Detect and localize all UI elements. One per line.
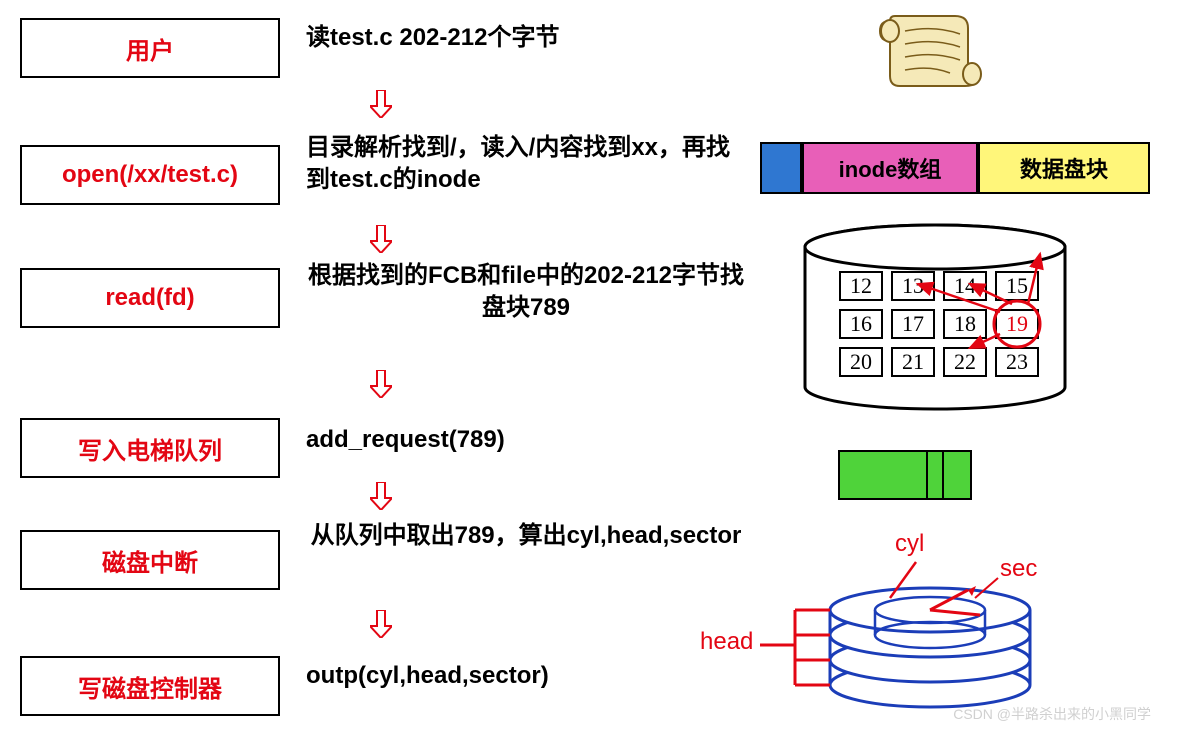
disk-data-block: 数据盘块: [978, 142, 1150, 194]
svg-text:16: 16: [850, 311, 872, 336]
head-label: head: [700, 628, 753, 656]
step-label: 磁盘中断: [102, 543, 198, 578]
step-box-interrupt: 磁盘中断: [20, 530, 280, 590]
step-label: 写磁盘控制器: [78, 669, 222, 704]
step-label: 用户: [126, 31, 174, 66]
sec-label: sec: [1000, 555, 1037, 583]
step-label: read(fd): [105, 284, 194, 312]
svg-text:23: 23: [1006, 349, 1028, 374]
step-box-controller: 写磁盘控制器: [20, 656, 280, 716]
green-block: [928, 450, 944, 500]
svg-text:22: 22: [954, 349, 976, 374]
svg-text:20: 20: [850, 349, 872, 374]
arrow-icon: [370, 90, 392, 118]
green-block: [944, 450, 972, 500]
step-label: open(/xx/test.c): [62, 161, 238, 189]
svg-text:21: 21: [902, 349, 924, 374]
green-block: [838, 450, 928, 500]
block-cylinder: 12 13 14 15 16 17 18 19 20 21 22 23: [790, 222, 1090, 427]
arrow-icon: [370, 482, 392, 510]
svg-text:17: 17: [902, 311, 924, 336]
disk-boot-block: [760, 142, 802, 194]
desc-user: 读test.c 202-212个字节: [306, 22, 746, 54]
desc-read: 根据找到的FCB和file中的202-212字节找盘块789: [306, 260, 746, 325]
step-box-open: open(/xx/test.c): [20, 145, 280, 205]
step-box-user: 用户: [20, 18, 280, 78]
desc-interrupt: 从队列中取出789，算出cyl,head,sector: [306, 520, 746, 552]
step-box-elevator: 写入电梯队列: [20, 418, 280, 478]
step-label: 写入电梯队列: [78, 431, 222, 466]
svg-text:19: 19: [1006, 311, 1028, 336]
svg-text:18: 18: [954, 311, 976, 336]
arrow-icon: [370, 225, 392, 253]
desc-elevator: add_request(789): [306, 424, 746, 456]
disk-inode-block: inode数组: [802, 142, 978, 194]
arrow-icon: [370, 610, 392, 638]
desc-open: 目录解析找到/，读入/内容找到xx，再找到test.c的inode: [306, 132, 746, 197]
svg-text:15: 15: [1006, 273, 1028, 298]
desc-controller: outp(cyl,head,sector): [306, 660, 746, 692]
data-label: 数据盘块: [1020, 152, 1108, 184]
watermark: CSDN @半路杀出来的小黑同学: [953, 704, 1151, 724]
inode-label: inode数组: [839, 152, 942, 184]
step-box-read: read(fd): [20, 268, 280, 328]
cyl-label: cyl: [895, 530, 924, 558]
scroll-icon: [870, 6, 990, 101]
svg-text:12: 12: [850, 273, 872, 298]
arrow-icon: [370, 370, 392, 398]
